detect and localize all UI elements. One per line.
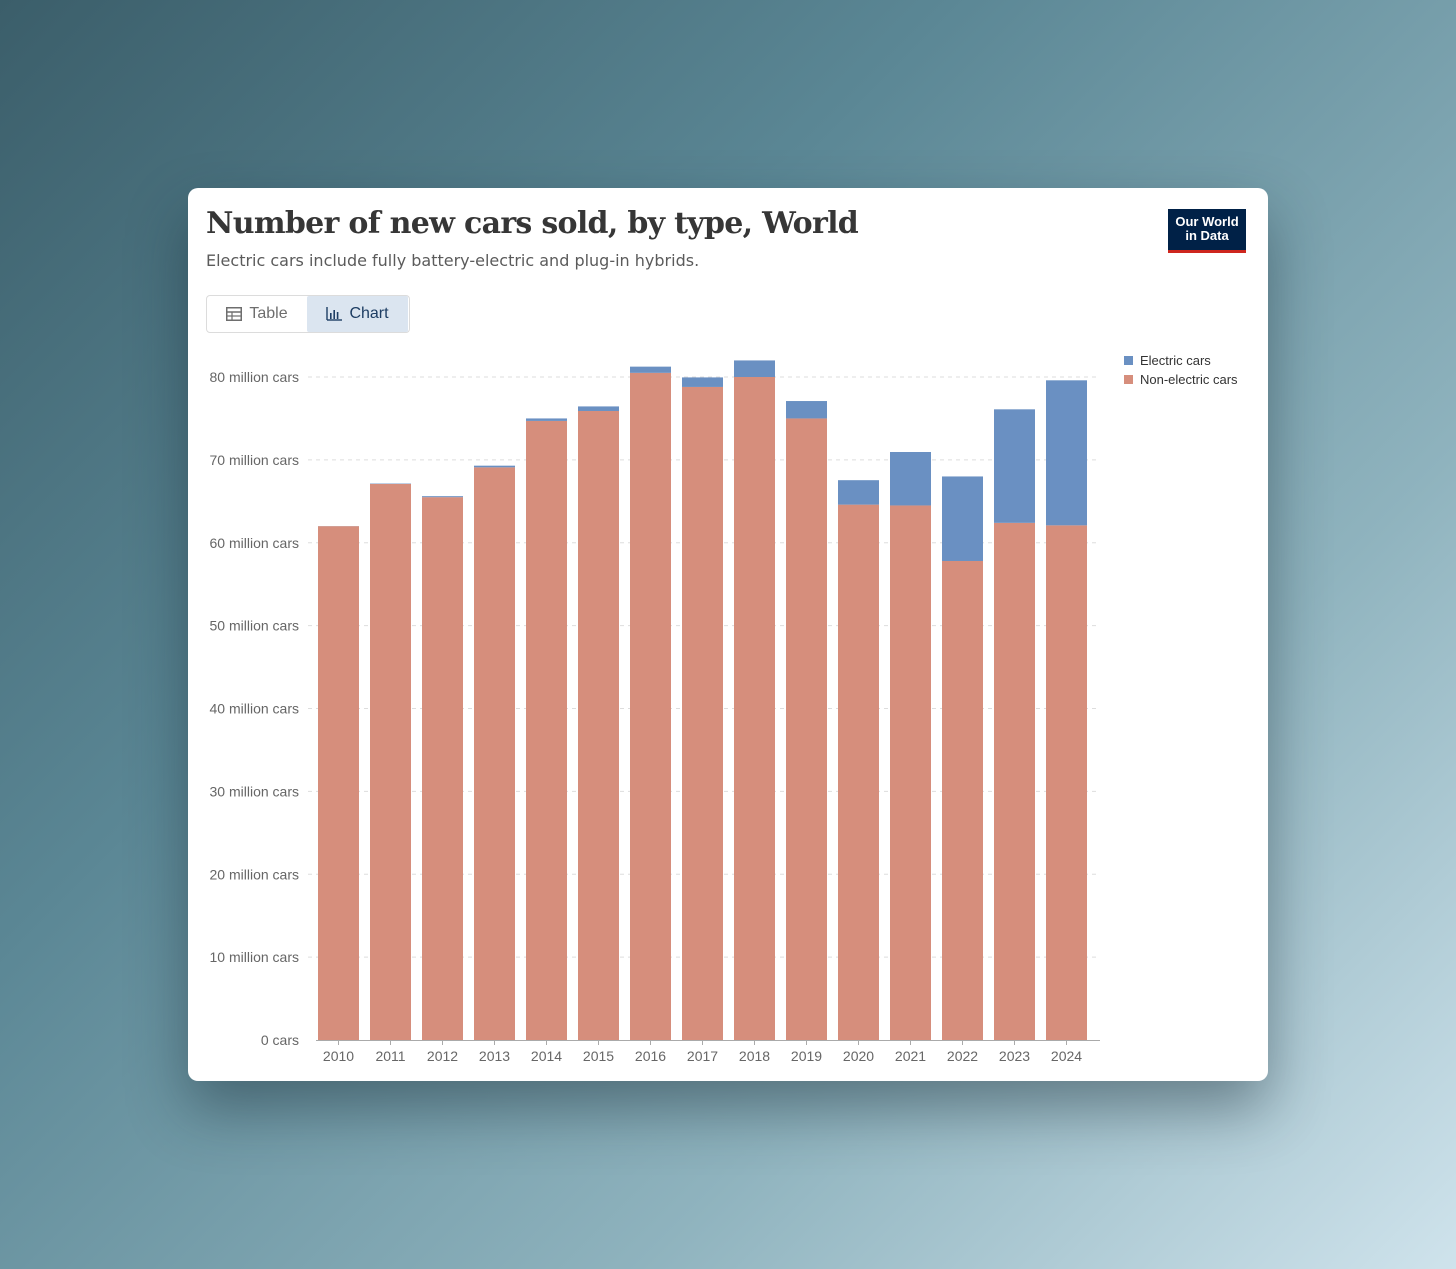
x-tick-label: 2024 — [1051, 1048, 1082, 1064]
bar-non-electric — [942, 560, 983, 1040]
x-tick-label: 2016 — [635, 1048, 666, 1064]
bar-electric — [786, 401, 827, 419]
bar-non-electric — [370, 483, 411, 1040]
bar-electric — [578, 406, 619, 411]
y-tick-label: 10 million cars — [210, 949, 299, 965]
bar-non-electric — [318, 526, 359, 1040]
y-tick-label: 50 million cars — [210, 618, 299, 634]
bar-chart-icon — [326, 307, 343, 321]
tab-table[interactable]: Table — [207, 296, 307, 332]
bar-non-electric — [786, 418, 827, 1040]
y-tick-label: 40 million cars — [210, 701, 299, 717]
bar-non-electric — [994, 522, 1035, 1040]
tab-chart[interactable]: Chart — [307, 296, 408, 332]
bar-electric — [682, 377, 723, 387]
y-tick-label: 60 million cars — [210, 535, 299, 551]
legend-swatch — [1124, 356, 1133, 365]
owid-logo[interactable]: Our World in Data — [1168, 209, 1246, 253]
bar-electric — [942, 476, 983, 561]
x-tick-label: 2015 — [583, 1048, 614, 1064]
x-tick-label: 2014 — [531, 1048, 562, 1064]
y-tick-label: 70 million cars — [210, 452, 299, 468]
chart-title: Number of new cars sold, by type, World — [206, 206, 859, 241]
bar-electric — [630, 366, 671, 373]
x-tick-label: 2017 — [687, 1048, 718, 1064]
logo-line-1: Our World — [1175, 214, 1239, 229]
x-tick-label: 2010 — [323, 1048, 354, 1064]
x-tick-label: 2020 — [843, 1048, 874, 1064]
tab-chart-label: Chart — [349, 305, 389, 322]
table-icon — [226, 307, 243, 321]
y-tick-label: 30 million cars — [210, 783, 299, 799]
x-tick-label: 2012 — [427, 1048, 458, 1064]
bar-non-electric — [682, 386, 723, 1040]
bar-electric — [994, 409, 1035, 523]
x-tick-label: 2022 — [947, 1048, 978, 1064]
bar-non-electric — [890, 505, 931, 1040]
legend-label: Non-electric cars — [1140, 372, 1238, 387]
x-tick-label: 2019 — [791, 1048, 822, 1064]
y-tick-label: 0 cars — [261, 1032, 299, 1048]
bar-non-electric — [1046, 525, 1087, 1040]
bar-electric — [734, 360, 775, 377]
bar-electric — [422, 496, 463, 498]
stacked-bar-chart: 0 cars 10 million cars 20 million cars 30 m… — [210, 353, 1239, 1064]
bar-non-electric — [838, 504, 879, 1040]
bar-electric — [526, 418, 567, 421]
legend-label: Electric cars — [1140, 353, 1211, 368]
y-tick-label: 20 million cars — [210, 866, 299, 882]
bar-non-electric — [422, 497, 463, 1040]
chart-card: Number of new cars sold, by type, World … — [188, 188, 1268, 1081]
bar-non-electric — [630, 372, 671, 1040]
x-tick-label: 2023 — [999, 1048, 1030, 1064]
x-tick-label: 2013 — [479, 1048, 510, 1064]
bar-electric — [474, 465, 515, 468]
x-tick-label: 2011 — [375, 1048, 405, 1064]
logo-line-2: in Data — [1185, 228, 1229, 243]
y-tick-label: 80 million cars — [210, 369, 299, 385]
bar-non-electric — [578, 410, 619, 1040]
bar-non-electric — [734, 377, 775, 1040]
bar-electric — [838, 480, 879, 505]
bar-electric — [890, 452, 931, 506]
view-tabs: Table Chart — [206, 295, 410, 333]
bar-electric — [1046, 380, 1087, 526]
legend-swatch — [1124, 375, 1133, 384]
tab-table-label: Table — [249, 305, 288, 322]
bar-non-electric — [474, 467, 515, 1040]
x-tick-label: 2018 — [739, 1048, 770, 1064]
x-tick-label: 2021 — [895, 1048, 926, 1064]
bar-non-electric — [526, 420, 567, 1040]
chart-subtitle: Electric cars include fully battery-elec… — [206, 251, 700, 270]
